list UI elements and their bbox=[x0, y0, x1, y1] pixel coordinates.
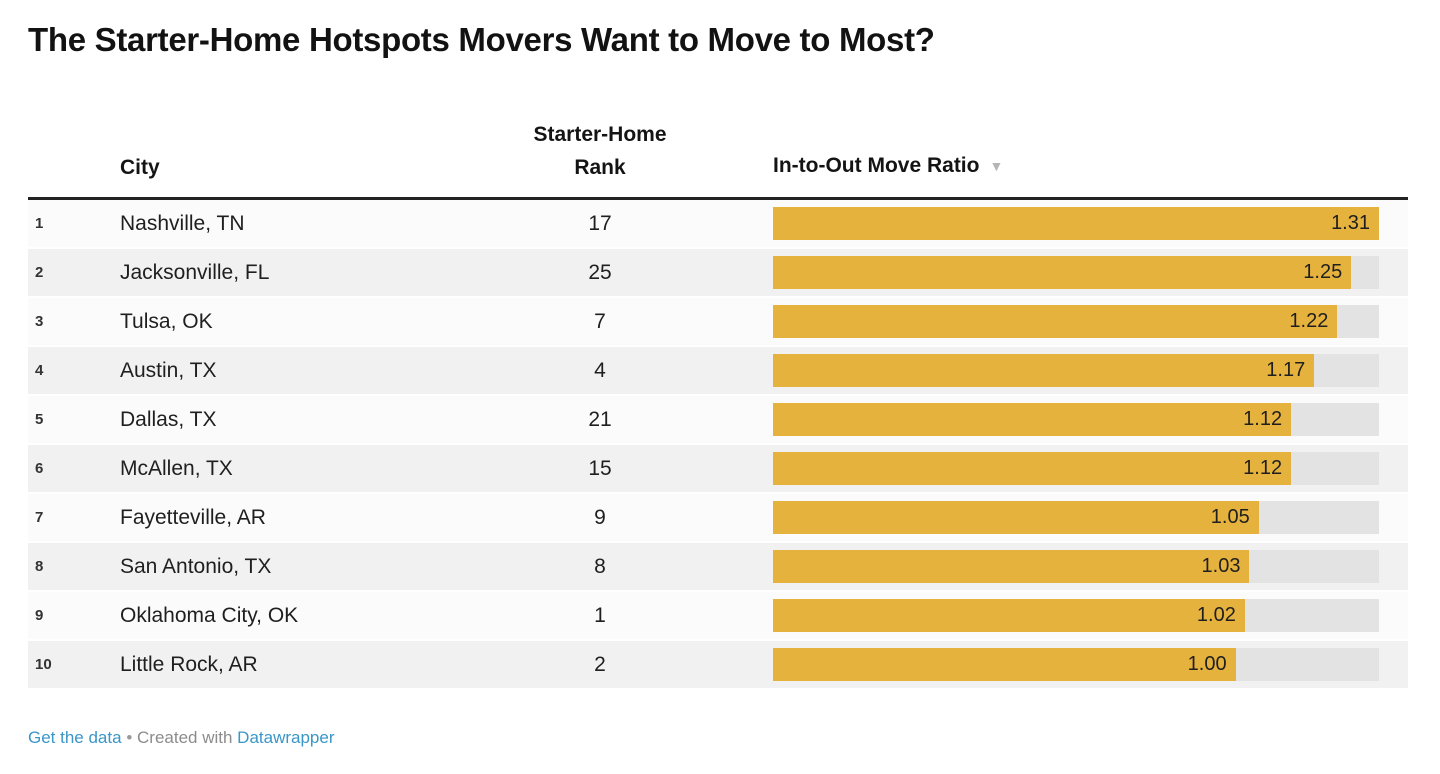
ratio-bar-cell: 1.00 bbox=[730, 648, 1408, 681]
starter-rank-cell: 15 bbox=[588, 456, 612, 480]
header-city[interactable]: City bbox=[120, 156, 160, 179]
ratio-value: 1.22 bbox=[1289, 310, 1329, 332]
row-index: 5 bbox=[35, 411, 44, 428]
ratio-value: 1.25 bbox=[1303, 261, 1343, 283]
ratio-bar-cell: 1.12 bbox=[730, 452, 1408, 485]
table-row: 8 San Antonio, TX 8 1.03 bbox=[28, 543, 1408, 592]
city-cell: Austin, TX bbox=[120, 358, 217, 382]
row-index: 3 bbox=[35, 313, 44, 330]
table-row: 2 Jacksonville, FL 25 1.25 bbox=[28, 249, 1408, 298]
table-body: 1 Nashville, TN 17 1.31 2 Jacksonville, … bbox=[28, 200, 1408, 690]
ratio-bar-track: 1.03 bbox=[773, 550, 1379, 583]
ratio-bar-track: 1.31 bbox=[773, 207, 1379, 240]
row-index: 2 bbox=[35, 264, 44, 281]
ratio-bar-cell: 1.22 bbox=[730, 305, 1408, 338]
ratio-bar: 1.12 bbox=[773, 452, 1292, 485]
starter-rank-cell: 8 bbox=[594, 554, 606, 578]
starter-rank-cell: 21 bbox=[588, 407, 612, 431]
ratio-bar: 1.00 bbox=[773, 648, 1236, 681]
ratio-value: 1.31 bbox=[1331, 212, 1370, 234]
city-cell: Jacksonville, FL bbox=[120, 260, 270, 284]
ratio-bar-track: 1.02 bbox=[773, 599, 1379, 632]
table-row: 6 McAllen, TX 15 1.12 bbox=[28, 445, 1408, 494]
starter-rank-cell: 7 bbox=[594, 309, 606, 333]
ratio-bar-cell: 1.05 bbox=[730, 501, 1408, 534]
ratio-value: 1.05 bbox=[1210, 506, 1250, 528]
ratio-value: 1.12 bbox=[1243, 457, 1283, 479]
city-cell: Oklahoma City, OK bbox=[120, 603, 299, 627]
page-title: The Starter-Home Hotspots Movers Want to… bbox=[28, 21, 935, 58]
starter-rank-cell: 1 bbox=[594, 603, 606, 627]
header-starter-home-rank-line2: Rank bbox=[574, 156, 626, 179]
ratio-bar-cell: 1.12 bbox=[730, 403, 1408, 436]
table-row: 9 Oklahoma City, OK 1 1.02 bbox=[28, 592, 1408, 641]
city-cell: San Antonio, TX bbox=[120, 554, 272, 578]
created-with-text: Created with bbox=[137, 728, 233, 747]
ratio-value: 1.02 bbox=[1196, 604, 1236, 626]
table-row: 1 Nashville, TN 17 1.31 bbox=[28, 200, 1408, 249]
sort-desc-icon[interactable]: ▼ bbox=[989, 158, 1004, 174]
ratio-bar: 1.02 bbox=[773, 599, 1245, 632]
starter-rank-cell: 25 bbox=[588, 260, 612, 284]
table-row: 5 Dallas, TX 21 1.12 bbox=[28, 396, 1408, 445]
row-index: 8 bbox=[35, 558, 44, 575]
ratio-bar: 1.25 bbox=[773, 256, 1352, 289]
header-starter-home-rank-line1: Starter-Home bbox=[533, 123, 667, 146]
ratio-bar-track: 1.12 bbox=[773, 403, 1379, 436]
header-ratio-label: In-to-Out Move Ratio bbox=[773, 154, 980, 177]
ratio-bar-track: 1.00 bbox=[773, 648, 1379, 681]
city-cell: Little Rock, AR bbox=[120, 652, 258, 676]
ratio-bar-cell: 1.17 bbox=[730, 354, 1408, 387]
ratio-bar-track: 1.22 bbox=[773, 305, 1379, 338]
row-index: 6 bbox=[35, 460, 44, 477]
table-row: 4 Austin, TX 4 1.17 bbox=[28, 347, 1408, 396]
ratio-value: 1.00 bbox=[1187, 653, 1227, 675]
city-cell: Fayetteville, AR bbox=[120, 505, 266, 529]
ratio-bar-cell: 1.31 bbox=[730, 207, 1408, 240]
row-index: 1 bbox=[35, 215, 44, 232]
table-row: 10 Little Rock, AR 2 1.00 bbox=[28, 641, 1408, 690]
datawrapper-link[interactable]: Datawrapper bbox=[237, 728, 335, 747]
city-cell: Dallas, TX bbox=[120, 407, 217, 431]
ratio-bar: 1.31 bbox=[773, 207, 1379, 240]
ratio-value: 1.17 bbox=[1266, 359, 1306, 381]
header-in-to-out-move-ratio[interactable]: In-to-Out Move Ratio ▼ bbox=[730, 149, 1408, 184]
table-header-row: City Starter-Home Rank In-to-Out Move Ra… bbox=[28, 118, 1408, 200]
ratio-bar-track: 1.17 bbox=[773, 354, 1379, 387]
city-cell: McAllen, TX bbox=[120, 456, 233, 480]
ratio-bar-cell: 1.02 bbox=[730, 599, 1408, 632]
table-row: 3 Tulsa, OK 7 1.22 bbox=[28, 298, 1408, 347]
ratio-bar-cell: 1.03 bbox=[730, 550, 1408, 583]
table-row: 7 Fayetteville, AR 9 1.05 bbox=[28, 494, 1408, 543]
ratio-bar-track: 1.05 bbox=[773, 501, 1379, 534]
ratio-bar: 1.12 bbox=[773, 403, 1292, 436]
ratio-bar: 1.03 bbox=[773, 550, 1250, 583]
row-index: 9 bbox=[35, 607, 44, 624]
ratio-bar: 1.05 bbox=[773, 501, 1259, 534]
ratio-bar-track: 1.25 bbox=[773, 256, 1379, 289]
starter-rank-cell: 2 bbox=[594, 652, 606, 676]
starter-rank-cell: 17 bbox=[588, 211, 612, 235]
city-cell: Tulsa, OK bbox=[120, 309, 213, 333]
header-starter-home-rank[interactable]: Starter-Home Rank bbox=[470, 118, 730, 184]
ratio-value: 1.12 bbox=[1243, 408, 1283, 430]
ratio-bar-track: 1.12 bbox=[773, 452, 1379, 485]
footer-separator: • bbox=[126, 728, 133, 747]
footer: Get the data • Created with Datawrapper bbox=[28, 728, 1408, 748]
starter-rank-cell: 4 bbox=[594, 358, 606, 382]
row-index: 7 bbox=[35, 509, 44, 526]
ratio-bar: 1.22 bbox=[773, 305, 1338, 338]
row-index: 10 bbox=[35, 656, 52, 673]
starter-rank-cell: 9 bbox=[594, 505, 606, 529]
ratio-value: 1.03 bbox=[1201, 555, 1241, 577]
ratio-bar: 1.17 bbox=[773, 354, 1315, 387]
row-index: 4 bbox=[35, 362, 44, 379]
ratio-bar-cell: 1.25 bbox=[730, 256, 1408, 289]
get-the-data-link[interactable]: Get the data bbox=[28, 728, 122, 747]
city-cell: Nashville, TN bbox=[120, 211, 245, 235]
